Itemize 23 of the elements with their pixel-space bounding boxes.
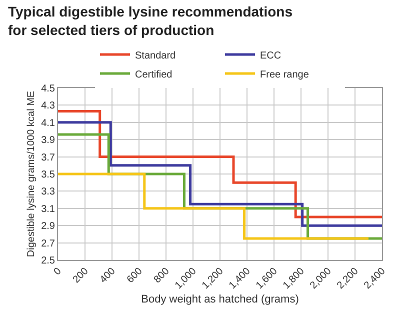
- y-axis-title: Digestible lysine grams/1000 kcal ME: [26, 90, 38, 258]
- y-tick-label: 4.1: [41, 118, 56, 129]
- legend-label: Standard: [135, 50, 176, 62]
- x-tick-label: 800: [152, 266, 172, 286]
- legend-label: Free range: [260, 69, 310, 80]
- y-tick-label: 3.3: [41, 186, 56, 198]
- y-tick-label: 3.1: [41, 204, 56, 215]
- y-tick-label: 2.9: [41, 221, 56, 232]
- legend-label: Certified: [135, 69, 172, 80]
- x-axis-title: Body weight as hatched (grams): [141, 294, 299, 306]
- y-tick-label: 4.3: [41, 100, 56, 112]
- y-tick-label: 2.5: [41, 256, 56, 266]
- y-tick-label: 2.7: [41, 238, 56, 250]
- y-tick-label: 3.5: [41, 170, 56, 180]
- legend-label: ECC: [260, 50, 282, 62]
- y-tick-label: 3.9: [41, 135, 56, 146]
- y-tick-label: 3.7: [41, 152, 56, 164]
- x-tick-label: 0: [52, 266, 64, 278]
- chart-title: Typical digestible lysine recommendations for selected tiers of production: [8, 4, 293, 38]
- x-tick-label: 600: [125, 266, 145, 286]
- x-tick-label: 400: [98, 266, 118, 286]
- x-tick-label: 200: [71, 266, 91, 286]
- y-tick-label: 4.5: [41, 84, 56, 94]
